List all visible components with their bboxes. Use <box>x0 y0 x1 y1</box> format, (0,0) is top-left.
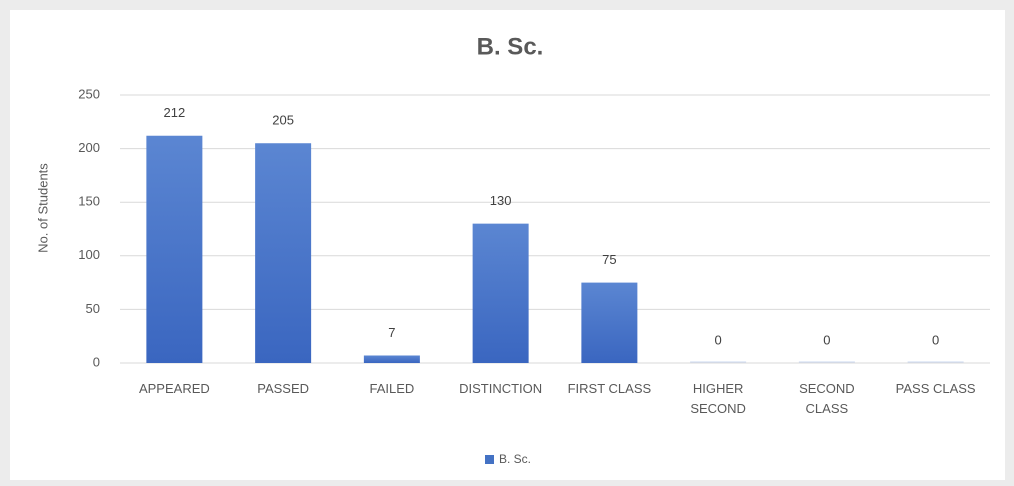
y-tick-label: 250 <box>78 86 100 101</box>
data-label: 212 <box>164 105 186 120</box>
data-label: 75 <box>602 252 616 267</box>
y-tick-label: 150 <box>78 194 100 209</box>
bar <box>581 282 638 363</box>
data-label: 205 <box>272 113 294 128</box>
y-tick-label: 0 <box>93 354 100 369</box>
bar <box>472 223 529 363</box>
chart-title: B. Sc. <box>477 33 544 60</box>
legend-label: B. Sc. <box>499 452 531 466</box>
data-label: 0 <box>715 332 722 347</box>
y-tick-label: 50 <box>86 301 100 316</box>
y-tick-label: 100 <box>78 247 100 262</box>
data-label: 0 <box>932 332 939 347</box>
data-label: 130 <box>490 193 512 208</box>
bar <box>146 135 203 363</box>
x-tick-label: HIGHER SECOND <box>690 381 746 416</box>
bar <box>690 361 747 363</box>
x-tick-label: PASS CLASS <box>895 381 976 396</box>
y-axis-label: No. of Students <box>35 163 50 253</box>
bar <box>255 143 312 363</box>
x-tick-label: SECOND CLASS <box>799 381 855 416</box>
x-tick-label: FIRST CLASS <box>567 381 652 396</box>
y-tick-label: 200 <box>78 140 100 155</box>
x-tick-label: FAILED <box>369 381 415 396</box>
bar <box>363 355 420 363</box>
bar <box>798 361 855 363</box>
data-label: 0 <box>823 332 830 347</box>
x-tick-label: DISTINCTION <box>459 381 543 396</box>
x-tick-label: PASSED <box>257 381 310 396</box>
x-tick-label: APPEARED <box>138 381 210 396</box>
data-label: 7 <box>388 325 395 340</box>
legend-swatch <box>485 455 494 464</box>
bar <box>907 361 964 363</box>
